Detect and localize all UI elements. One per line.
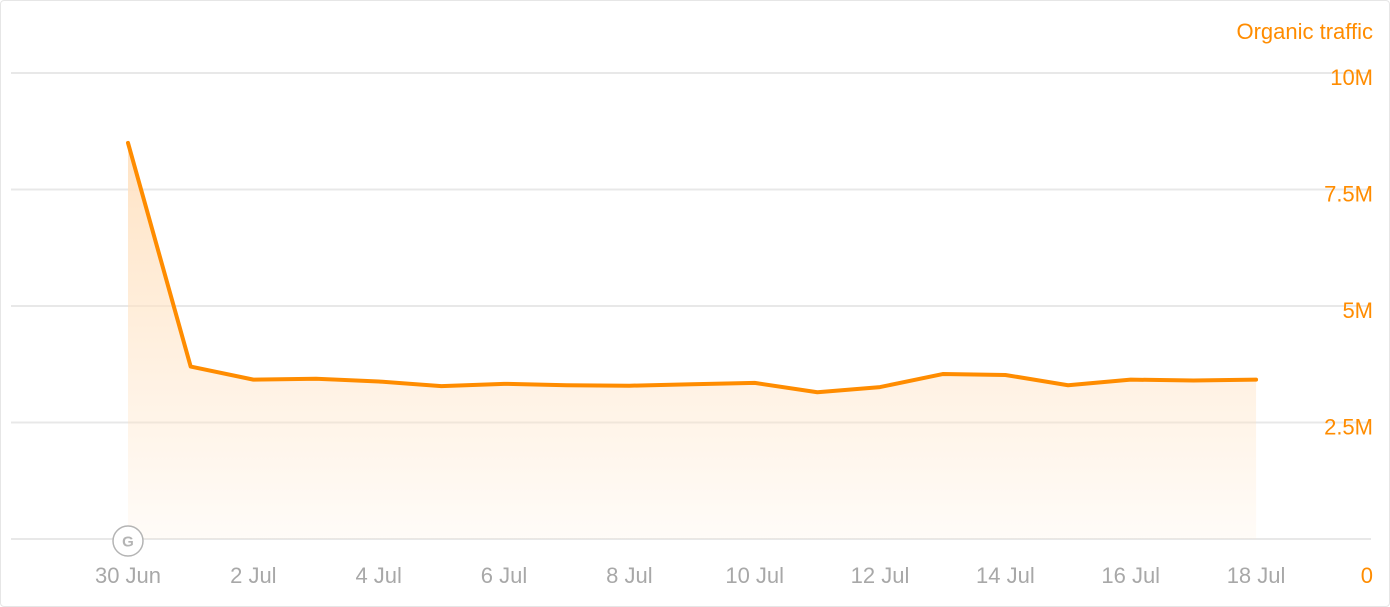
series-area [128, 142, 1257, 539]
data-point-2021-07-09 [690, 382, 694, 386]
data-point-2021-07-04 [377, 379, 381, 383]
x-tick-label: 2 Jul [230, 563, 276, 588]
data-point-2021-07-02 [251, 378, 255, 382]
x-tick-label: 30 Jun [95, 563, 161, 588]
data-point-2021-07-05 [439, 384, 443, 388]
y-tick-label: 0 [1361, 563, 1373, 588]
event-marker-circle [112, 525, 144, 557]
x-tick-label: 10 Jul [725, 563, 784, 588]
x-tick-label: 16 Jul [1101, 563, 1160, 588]
x-tick-label: 4 Jul [355, 563, 401, 588]
data-point-2021-07-11 [815, 390, 819, 394]
y-tick-label: 10M [1330, 65, 1373, 90]
data-point-2021-07-12 [878, 385, 882, 389]
data-point-2021-06-30 [126, 141, 130, 145]
data-point-2021-07-10 [753, 381, 757, 385]
data-point-2021-07-01 [189, 365, 193, 369]
y-tick-label: 7.5M [1324, 182, 1373, 207]
y-tick-label: 5M [1342, 298, 1373, 323]
data-point-2021-07-13 [941, 372, 945, 376]
x-tick-label: 8 Jul [606, 563, 652, 588]
data-point-2021-07-17 [1191, 379, 1195, 383]
google-update-icon: G [112, 525, 144, 557]
data-point-2021-07-08 [627, 384, 631, 388]
x-tick-label: 14 Jul [976, 563, 1035, 588]
data-point-2021-07-15 [1066, 383, 1070, 387]
data-point-2021-07-03 [314, 377, 318, 381]
y-tick-label: 2.5M [1324, 415, 1373, 440]
data-point-2021-07-18 [1254, 378, 1258, 382]
data-point-2021-07-14 [1003, 373, 1007, 377]
data-point-2021-07-16 [1129, 378, 1133, 382]
x-tick-label: 6 Jul [481, 563, 527, 588]
series-title: Organic traffic [1236, 19, 1373, 44]
data-point-2021-07-07 [565, 383, 569, 387]
x-tick-label: 18 Jul [1227, 563, 1286, 588]
event-marker-letter: G [122, 534, 134, 551]
x-tick-label: 12 Jul [851, 563, 910, 588]
data-point-2021-07-06 [502, 382, 506, 386]
series-line [126, 140, 1259, 395]
